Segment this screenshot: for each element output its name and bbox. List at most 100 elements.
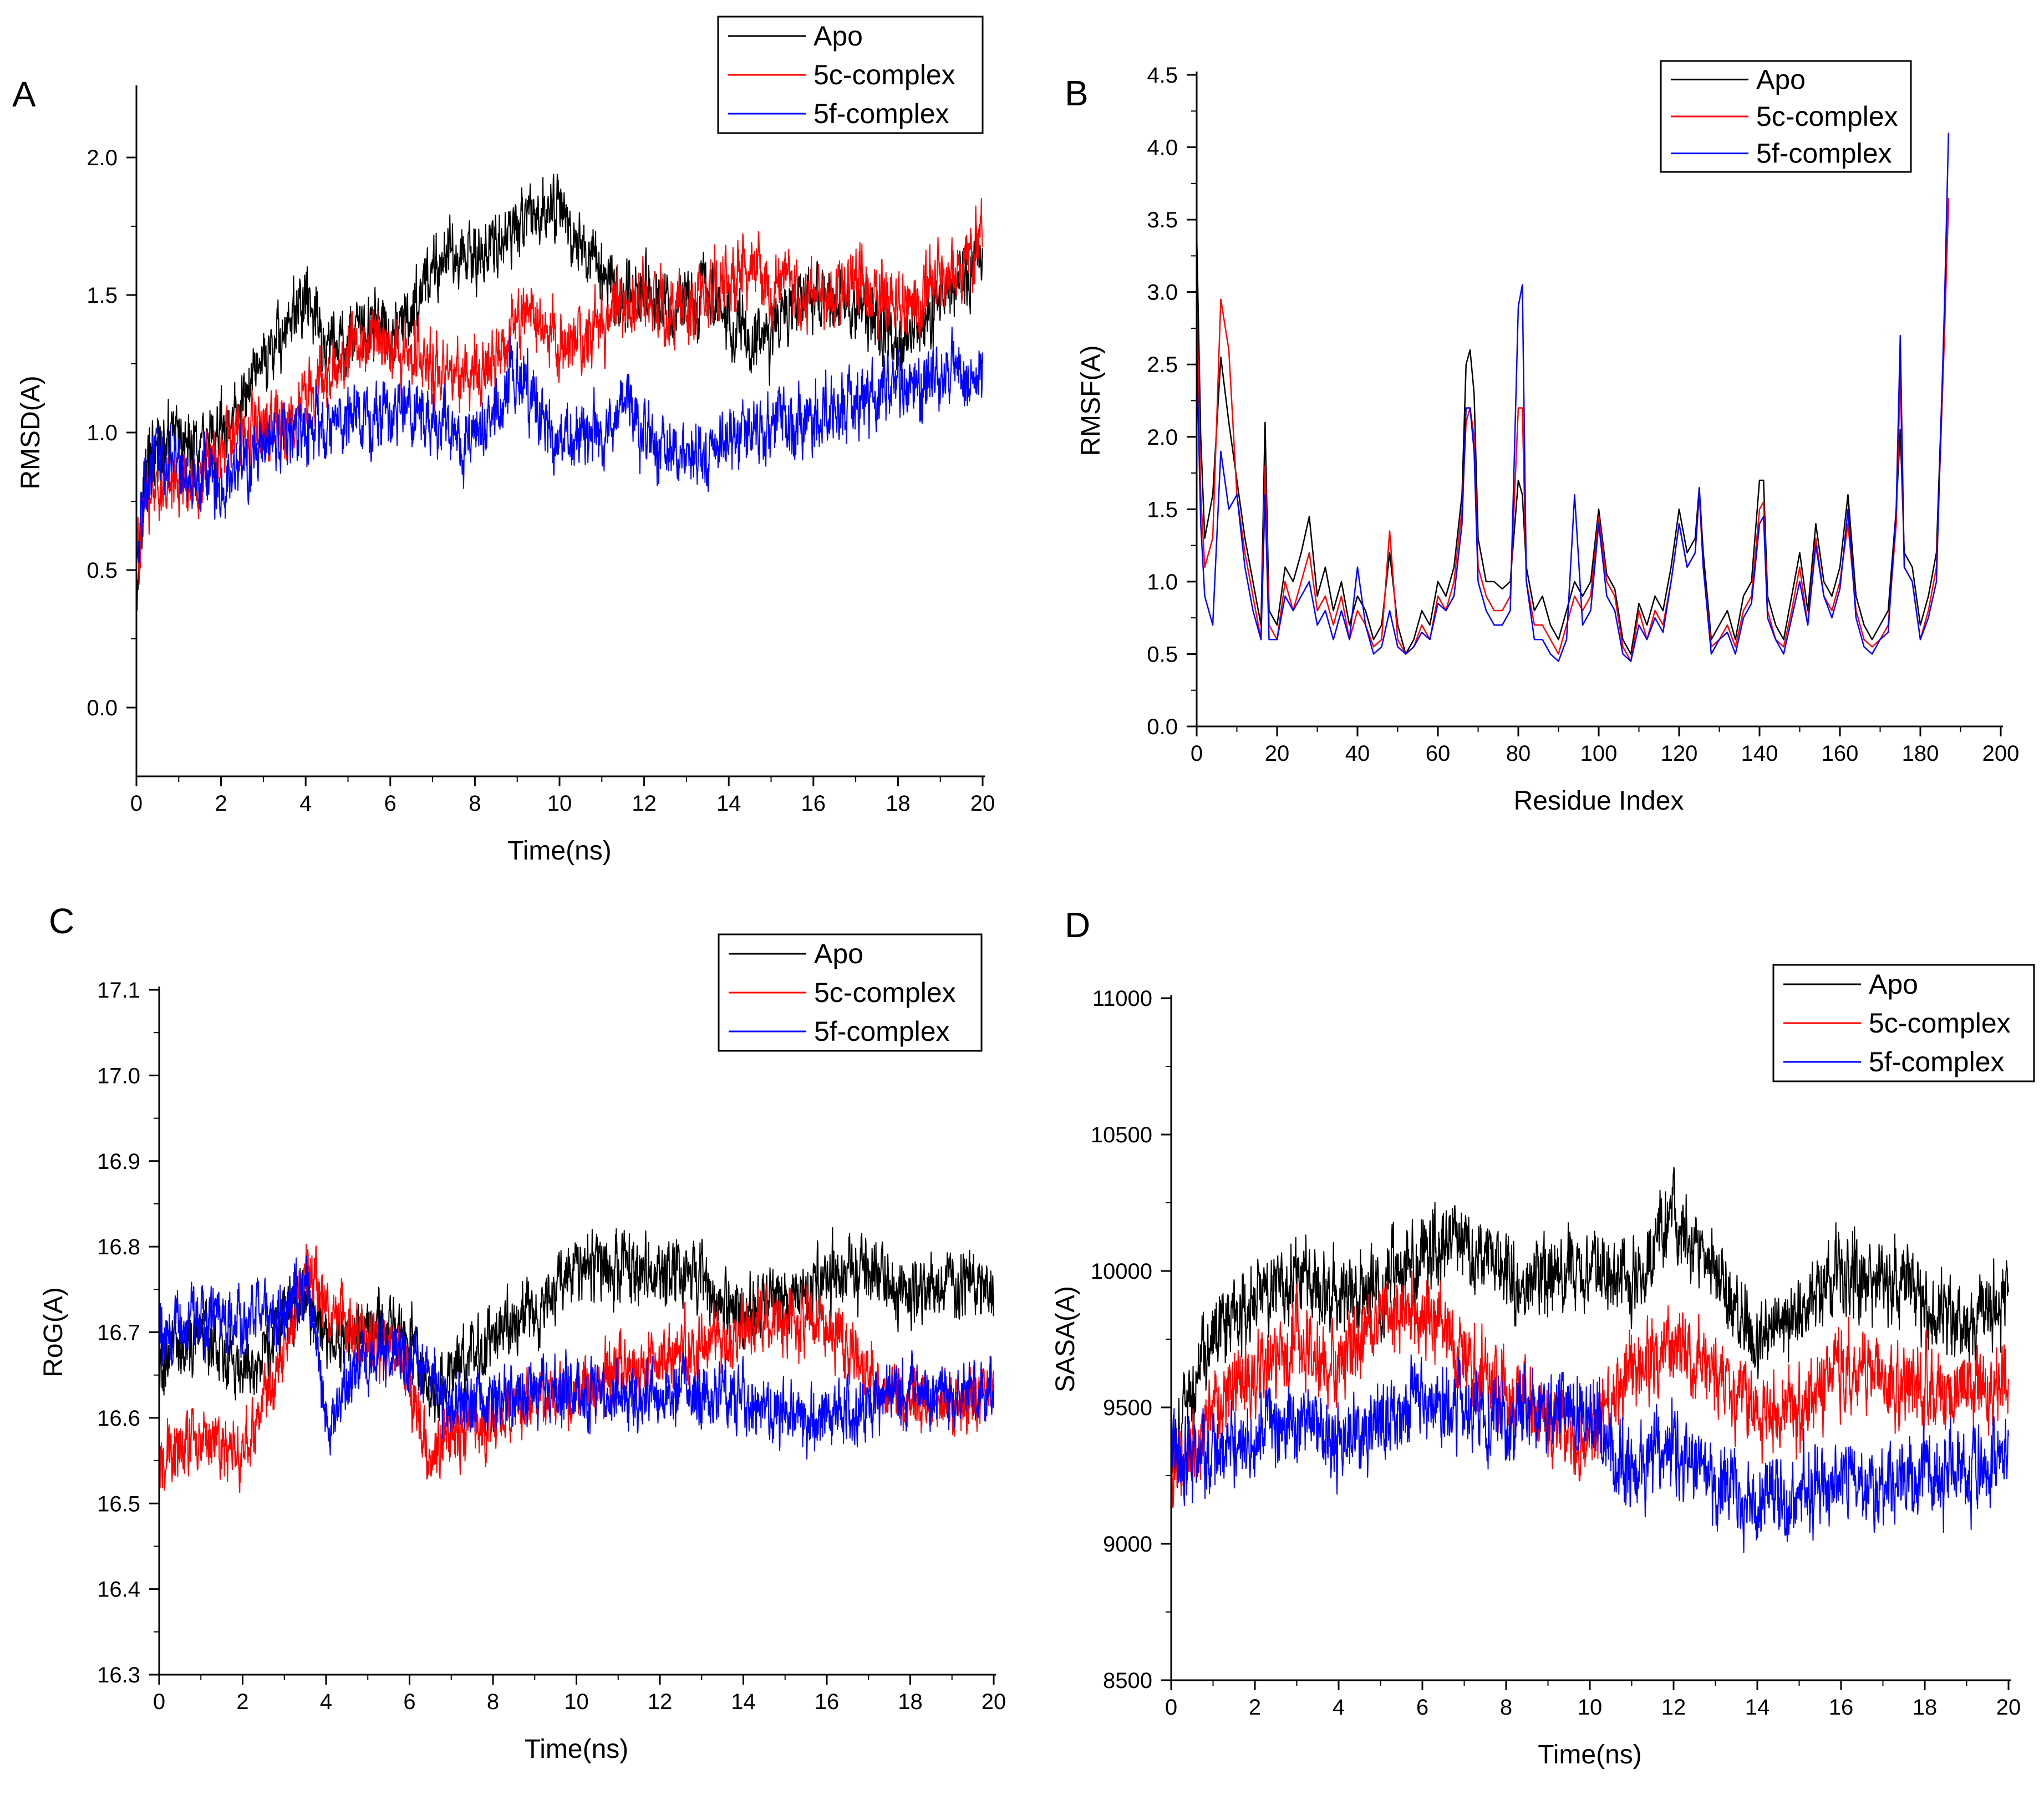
x-tick-label: 6 xyxy=(1416,1695,1428,1720)
y-tick-label: 2.5 xyxy=(1147,353,1178,377)
x-tick-label: 14 xyxy=(716,791,741,816)
series-group xyxy=(1171,1167,2009,1553)
x-tick-label: 18 xyxy=(1913,1695,1938,1720)
y-tick-label: 4.5 xyxy=(1147,63,1178,88)
y-tick-label: 9000 xyxy=(1103,1532,1152,1557)
x-tick-label: 10 xyxy=(1578,1695,1603,1720)
x-tick-label: 2 xyxy=(1249,1695,1261,1720)
x-tick-label: 16 xyxy=(801,791,826,816)
legend: Apo 5c-complex 5f-complex xyxy=(1772,964,2035,1082)
y-tick-label: 0.0 xyxy=(87,696,118,720)
y-axis-label: RMSF(A) xyxy=(1076,345,1106,456)
x-tick-label: 180 xyxy=(1902,741,1939,766)
y-tick-label: 1.0 xyxy=(1147,570,1178,594)
series-line-5f-complex xyxy=(1196,133,1950,662)
legend-entry: 5c-complex xyxy=(1756,101,1898,132)
x-tick-label: 0 xyxy=(1191,741,1203,766)
x-tick-label: 8 xyxy=(1500,1695,1512,1720)
x-tick-label: 2 xyxy=(215,791,227,816)
y-tick-label: 3.5 xyxy=(1147,208,1178,232)
x-axis-label: Time(ns) xyxy=(525,1735,629,1764)
y-tick-label: 1.5 xyxy=(87,283,118,308)
x-tick-label: 2 xyxy=(236,1690,248,1714)
series-line-5c-complex xyxy=(1196,197,1950,662)
x-tick-label: 16 xyxy=(815,1690,840,1714)
x-tick-label: 14 xyxy=(731,1690,756,1714)
legend-entry: 5c-complex xyxy=(1869,1008,2011,1039)
legend-entry: 5f-complex xyxy=(813,98,949,129)
x-tick-label: 18 xyxy=(886,791,911,816)
x-tick-label: 6 xyxy=(384,791,396,816)
x-tick-label: 120 xyxy=(1661,741,1698,766)
x-tick-label: 4 xyxy=(299,791,312,816)
x-axis-label: Time(ns) xyxy=(507,836,612,866)
series-line-5f-complex xyxy=(1171,1354,2009,1553)
y-tick-label: 16.7 xyxy=(97,1321,140,1345)
y-tick-label: 2.0 xyxy=(1147,425,1178,450)
panel-label: C xyxy=(49,901,74,941)
y-tick-label: 17.1 xyxy=(97,978,140,1003)
x-tick-label: 4 xyxy=(320,1690,332,1714)
y-tick-label: 17.0 xyxy=(97,1064,140,1088)
panel-b: B 0 20 40 60 80 100 120 140 160 180 200 0.0 0.5 1.0 1.5… xyxy=(1065,60,2020,816)
x-tick-label: 80 xyxy=(1506,741,1531,766)
x-tick-label: 10 xyxy=(564,1690,589,1714)
panel-label: A xyxy=(12,74,36,114)
x-tick-label: 0 xyxy=(153,1690,165,1714)
panel-a: A 0 2 4 6 8 10 12 14 16 18 20 0.0 0.5 1.0 1.5 2.0 Time(ns… xyxy=(12,16,995,866)
y-tick-label: 3.0 xyxy=(1147,281,1178,305)
panel-c: C 0 2 4 6 8 10 12 14 16 18 20 16.3 16.4 16.5 16.6 16.7 16… xyxy=(39,901,1006,1764)
legend-entry: 5f-complex xyxy=(1869,1046,2005,1077)
y-tick-label: 1.0 xyxy=(87,421,118,445)
y-tick-label: 4.0 xyxy=(1147,136,1178,160)
x-axis-label: Residue Index xyxy=(1514,786,1684,816)
y-tick-label: 11000 xyxy=(1092,987,1152,1011)
panel-d: D 0 2 4 6 8 10 12 14 16 18 20 8500 9000 9500 10000 10500… xyxy=(1051,905,2035,1769)
y-tick-label: 16.6 xyxy=(97,1406,140,1431)
y-tick-label: 0.5 xyxy=(1147,642,1178,667)
legend-entry: 5c-complex xyxy=(813,59,955,90)
legend: Apo 5c-complex 5f-complex xyxy=(717,16,984,134)
x-tick-label: 40 xyxy=(1345,741,1370,766)
y-axis-label: RoG(A) xyxy=(39,1287,68,1377)
x-tick-label: 0 xyxy=(1165,1695,1177,1720)
legend-entry: 5f-complex xyxy=(1756,138,1892,169)
legend-entry: Apo xyxy=(1756,64,1806,95)
x-tick-label: 4 xyxy=(1333,1695,1345,1720)
series-group xyxy=(1196,133,1950,662)
y-axis-label: RMSD(A) xyxy=(16,375,45,489)
series-line-apo xyxy=(1171,1167,2009,1488)
y-tick-label: 9500 xyxy=(1103,1396,1152,1420)
panel-label: B xyxy=(1065,73,1089,113)
y-tick-label: 10500 xyxy=(1091,1123,1152,1147)
x-tick-label: 20 xyxy=(970,791,995,816)
x-tick-label: 14 xyxy=(1745,1695,1770,1720)
legend-entry: Apo xyxy=(1869,969,1918,1000)
y-tick-label: 8500 xyxy=(1103,1669,1152,1693)
x-tick-label: 12 xyxy=(648,1690,673,1714)
y-tick-label: 16.9 xyxy=(97,1150,140,1174)
y-tick-label: 16.4 xyxy=(97,1578,140,1602)
y-tick-label: 10000 xyxy=(1091,1259,1152,1284)
x-tick-label: 18 xyxy=(898,1690,923,1714)
x-tick-label: 20 xyxy=(1996,1695,2021,1720)
x-tick-label: 200 xyxy=(1982,741,2020,766)
x-tick-label: 20 xyxy=(982,1690,1006,1714)
x-tick-label: 8 xyxy=(469,791,481,816)
legend-entry: 5c-complex xyxy=(814,977,956,1008)
x-tick-label: 8 xyxy=(487,1690,499,1714)
x-tick-label: 16 xyxy=(1829,1695,1854,1720)
y-tick-label: 16.3 xyxy=(97,1663,140,1687)
y-tick-label: 0.0 xyxy=(1147,715,1178,739)
legend-entry: 5f-complex xyxy=(814,1016,950,1047)
x-tick-label: 20 xyxy=(1265,741,1290,766)
x-tick-label: 60 xyxy=(1426,741,1451,766)
series-line-apo xyxy=(1196,205,1950,655)
x-tick-label: 140 xyxy=(1741,741,1778,766)
legend: Apo 5c-complex 5f-complex xyxy=(1660,60,1912,173)
legend-entry: Apo xyxy=(813,21,863,52)
series-group xyxy=(136,174,983,611)
legend-entry: Apo xyxy=(814,938,863,969)
x-tick-label: 0 xyxy=(130,791,143,816)
